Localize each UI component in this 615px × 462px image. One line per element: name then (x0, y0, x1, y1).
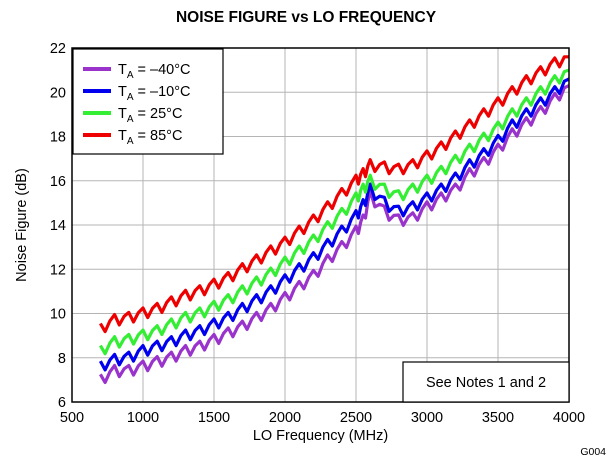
legend-label: TA = 25°C (118, 106, 182, 125)
legend: TA = –40°C TA = –10°C TA = 25°C TA = 85°C (72, 48, 224, 155)
x-tick-label: 1500 (198, 410, 230, 426)
y-tick-label: 22 (50, 41, 66, 57)
chart-title: NOISE FIGURE vs LO FREQUENCY (176, 9, 437, 26)
y-tick-label: 14 (50, 218, 66, 234)
y-axis-label: Noise Figure (dB) (14, 168, 30, 282)
tick-labels: 500 1000 1500 2000 2500 3000 3500 4000 6 8 10 12 14 1… (50, 41, 585, 426)
series-line (99, 84, 570, 385)
x-tick-label: 4000 (553, 410, 585, 426)
note-frame (402, 361, 570, 403)
series-layer (98, 55, 570, 385)
x-tick-label: 1000 (127, 410, 159, 426)
x-tick-label: 500 (60, 410, 84, 426)
plot-frame (71, 47, 570, 403)
y-tick-label: 8 (58, 351, 66, 367)
y-tick-label: 6 (58, 395, 66, 411)
legend-label: TA = –10°C (118, 84, 191, 103)
legend-label: TA = 85°C (118, 128, 182, 147)
y-tick-label: 16 (50, 174, 66, 190)
x-tick-label: 3000 (411, 410, 443, 426)
y-tick-label: 10 (50, 307, 66, 323)
series-line (98, 77, 570, 372)
legend-label: TA = –40°C (118, 62, 191, 81)
note-box: See Notes 1 and 2 (402, 361, 570, 403)
note-text: See Notes 1 and 2 (426, 375, 546, 391)
x-tick-label: 2500 (340, 410, 372, 426)
y-tick-label: 18 (50, 130, 66, 146)
x-axis-label: LO Frequency (MHz) (253, 428, 388, 444)
x-tick-label: 3500 (482, 410, 514, 426)
y-tick-label: 12 (50, 262, 66, 278)
y-tick-label: 20 (50, 85, 66, 101)
figure-code: G004 (580, 446, 606, 458)
series-line (99, 68, 570, 356)
x-tick-label: 2000 (269, 410, 301, 426)
series-line (99, 55, 569, 334)
